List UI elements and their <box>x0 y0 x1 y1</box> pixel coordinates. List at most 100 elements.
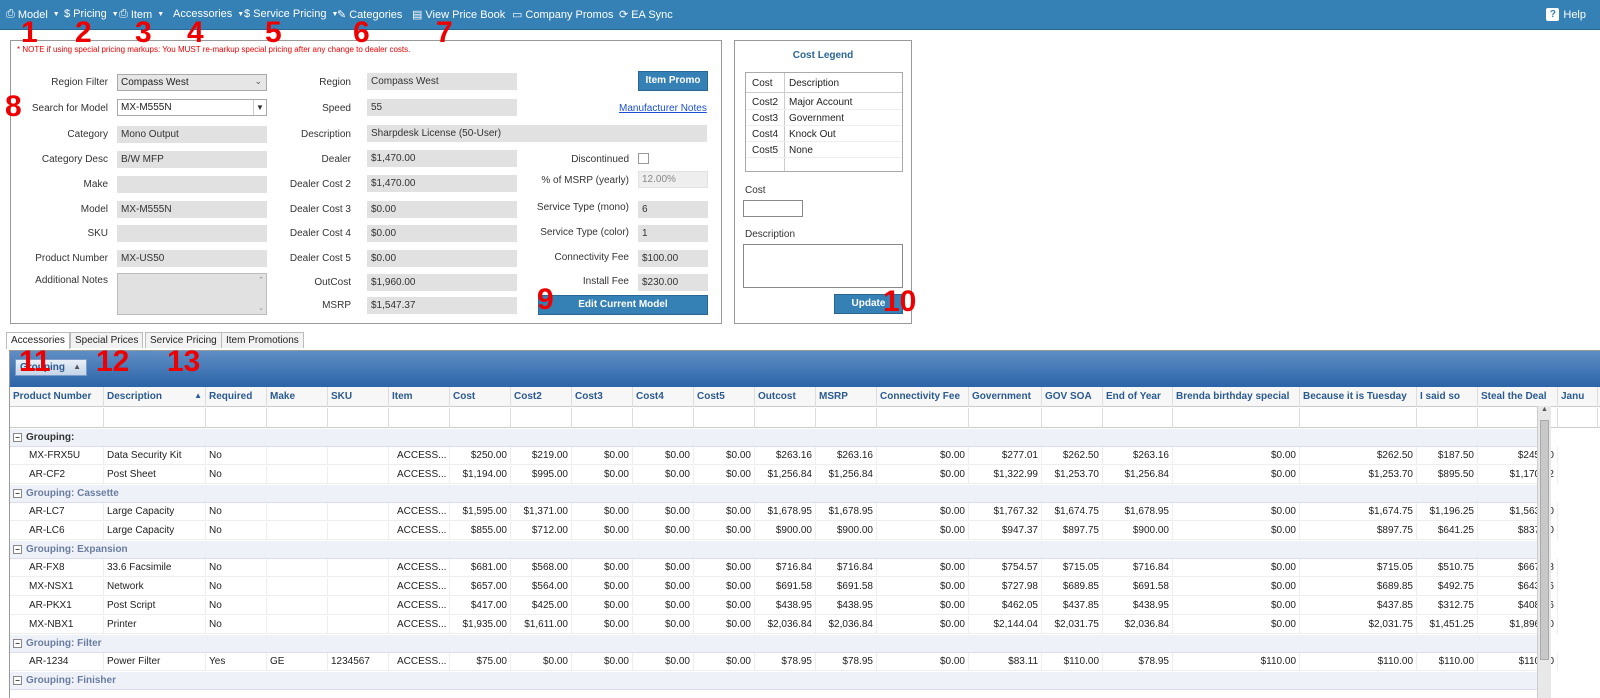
column-header[interactable]: Cost4 <box>633 387 694 407</box>
table-row[interactable]: AR-1234 Power Filter Yes GE 1234567 ACCESS...… <box>10 653 1558 671</box>
caret-down-icon[interactable]: ▼ <box>253 100 266 115</box>
dealer-cost2-field[interactable]: $1,470.00 <box>367 175 517 192</box>
nav-accessories-menu[interactable]: Accessories ▼ <box>173 8 244 20</box>
tab-accessories[interactable]: Accessories <box>6 332 70 349</box>
column-filter-input[interactable] <box>1042 408 1103 428</box>
grid-vertical-scrollbar[interactable]: ▲ <box>1537 406 1551 698</box>
column-filter-input[interactable] <box>450 408 511 428</box>
column-header[interactable]: Steal the Deal <box>1478 387 1558 407</box>
column-filter-input[interactable] <box>511 408 572 428</box>
column-filter-input[interactable] <box>1478 408 1558 428</box>
column-filter-input[interactable] <box>389 408 450 428</box>
table-row[interactable]: MX-FRX5U Data Security Kit No ACCESS... $250… <box>10 447 1558 465</box>
column-filter-input[interactable] <box>1173 408 1300 428</box>
collapse-toggle-icon[interactable]: − <box>13 676 22 685</box>
dealer-cost4-field[interactable]: $0.00 <box>367 225 517 242</box>
column-header[interactable]: Because it is Tuesday <box>1300 387 1417 407</box>
group-header-row[interactable]: − Grouping: Expansion <box>10 541 1546 559</box>
edit-current-model-button[interactable]: Edit Current Model <box>538 295 708 315</box>
region-filter-select[interactable]: Compass West ⌄ <box>117 74 267 91</box>
column-filter-input[interactable] <box>1558 408 1598 428</box>
nav-pricing-menu[interactable]: $ Pricing ▼ <box>64 8 119 20</box>
item-promo-button[interactable]: Item Promo <box>638 71 708 91</box>
table-row[interactable]: AR-LC7 Large Capacity No ACCESS... $1,595.00… <box>10 503 1558 521</box>
column-filter-input[interactable] <box>328 408 389 428</box>
nav-item-menu[interactable]: ⎙ Item ▼ <box>119 8 164 21</box>
table-row[interactable]: AR-PKX1 Post Script No ACCESS... $417.00 $425… <box>10 597 1558 615</box>
nav-categories-link[interactable]: ✎ Categories <box>337 8 402 22</box>
collapse-toggle-icon[interactable]: − <box>13 433 22 442</box>
category-field[interactable]: Mono Output <box>117 126 267 143</box>
column-header[interactable]: MSRP <box>816 387 877 407</box>
column-filter-input[interactable] <box>1300 408 1417 428</box>
service-color-field[interactable]: 1 <box>638 225 708 242</box>
category-desc-field[interactable]: B/W MFP <box>117 151 267 168</box>
sort-up-icon[interactable]: ▲ <box>73 362 81 371</box>
tab-item-promotions[interactable]: Item Promotions <box>221 332 304 348</box>
scroll-up-icon[interactable]: ▲ <box>1541 406 1548 413</box>
dealer-cost5-field[interactable]: $0.00 <box>367 250 517 267</box>
table-row[interactable]: MX-NBX1 Printer No ACCESS... $1,935.00 $1,611… <box>10 616 1558 634</box>
connectivity-fee-field[interactable]: $100.00 <box>638 250 708 267</box>
dealer-cost3-field[interactable]: $0.00 <box>367 201 517 218</box>
column-filter-input[interactable] <box>877 408 969 428</box>
nav-model-menu[interactable]: ⎙ Model ▼ <box>6 8 60 21</box>
column-header[interactable]: Make <box>267 387 328 407</box>
legend-row[interactable]: Cost3 Government <box>746 111 902 126</box>
group-header-row[interactable]: − Grouping: <box>10 429 1546 447</box>
product-number-field[interactable]: MX-US50 <box>117 250 267 267</box>
column-header[interactable]: I said so <box>1417 387 1478 407</box>
table-row[interactable]: AR-LC6 Large Capacity No ACCESS... $855.00 $7… <box>10 522 1558 540</box>
column-filter-input[interactable] <box>206 408 267 428</box>
column-filter-input[interactable] <box>1417 408 1478 428</box>
column-filter-input[interactable] <box>969 408 1042 428</box>
update-button[interactable]: Update <box>834 294 903 314</box>
collapse-toggle-icon[interactable]: − <box>13 639 22 648</box>
region-field[interactable]: Compass West <box>367 73 517 90</box>
column-header[interactable]: Government <box>969 387 1042 407</box>
column-filter-input[interactable] <box>1103 408 1173 428</box>
search-model-combo[interactable]: MX-M555N ▼ <box>117 99 267 116</box>
column-header[interactable]: SKU <box>328 387 389 407</box>
column-header[interactable]: End of Year <box>1103 387 1173 407</box>
column-filter-input[interactable] <box>267 408 328 428</box>
nav-view-price-book-link[interactable]: ▤ View Price Book <box>412 8 505 22</box>
msrp-field[interactable]: $1,547.37 <box>367 297 517 314</box>
column-header[interactable]: Required <box>206 387 267 407</box>
column-header[interactable]: Cost3 <box>572 387 633 407</box>
collapse-toggle-icon[interactable]: − <box>13 545 22 554</box>
column-header[interactable]: Cost2 <box>511 387 572 407</box>
legend-cost-input[interactable] <box>743 200 803 217</box>
legend-description-textarea[interactable] <box>743 244 903 288</box>
table-row[interactable]: AR-CF2 Post Sheet No ACCESS... $1,194.00 $995… <box>10 466 1558 484</box>
column-filter-input[interactable] <box>10 408 104 428</box>
column-filter-input[interactable] <box>633 408 694 428</box>
outcost-field[interactable]: $1,960.00 <box>367 274 517 291</box>
model-field[interactable]: MX-M555N <box>117 201 267 218</box>
collapse-toggle-icon[interactable]: − <box>13 489 22 498</box>
legend-row[interactable]: Cost2 Major Account <box>746 95 902 110</box>
scrollbar-thumb[interactable] <box>1540 420 1549 660</box>
legend-row[interactable]: Cost4 Knock Out <box>746 127 902 142</box>
help-link[interactable]: ? Help <box>1546 8 1586 21</box>
nav-company-promos-link[interactable]: ▭ Company Promos <box>512 8 613 22</box>
table-row[interactable]: AR-FX8 33.6 Facsimile No ACCESS... $681.00 $5… <box>10 559 1558 577</box>
pct-msrp-field[interactable]: 12.00% <box>638 171 708 188</box>
sku-field[interactable] <box>117 225 267 242</box>
column-header[interactable]: Cost5 <box>694 387 755 407</box>
column-header[interactable]: Product Number <box>10 387 104 407</box>
column-filter-input[interactable] <box>694 408 755 428</box>
column-header[interactable]: Outcost <box>755 387 816 407</box>
discontinued-checkbox[interactable] <box>638 153 649 164</box>
group-header-row[interactable]: − Grouping: Finisher <box>10 672 1546 690</box>
nav-ea-sync-link[interactable]: ⟳ EA Sync <box>619 8 673 22</box>
column-header[interactable]: Cost <box>450 387 511 407</box>
tab-special-prices[interactable]: Special Prices <box>70 332 144 348</box>
install-fee-field[interactable]: $230.00 <box>638 274 708 291</box>
legend-row[interactable]: Cost5 None <box>746 143 902 158</box>
table-row[interactable]: MX-NSX1 Network No ACCESS... $657.00 $564.00 $… <box>10 578 1558 596</box>
column-header[interactable]: Janu <box>1558 387 1598 407</box>
group-header-row[interactable]: − Grouping: Cassette <box>10 485 1546 503</box>
column-filter-input[interactable] <box>104 408 206 428</box>
group-header-row[interactable]: − Grouping: Filter <box>10 635 1546 653</box>
